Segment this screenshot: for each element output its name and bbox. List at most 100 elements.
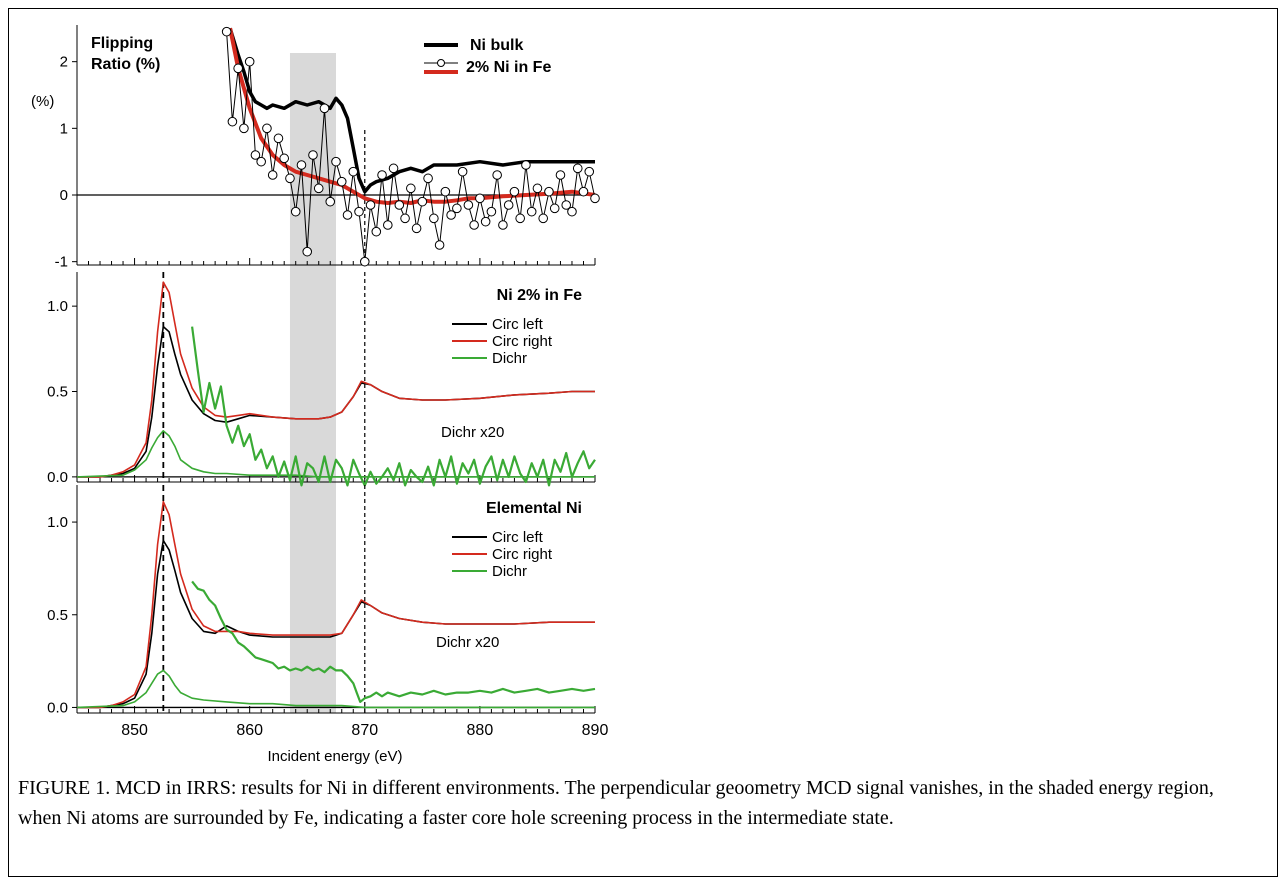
top-series-2-ni-in-fe-data-point	[354, 206, 364, 217]
top-series-2-ni-in-fe-data-point	[417, 196, 428, 207]
top-series-2-ni-in-fe-data-point	[526, 206, 537, 217]
top-series-2-ni-in-fe-data-point	[475, 193, 485, 204]
top-series-2-ni-in-fe-data-point	[572, 163, 583, 174]
top-series-2-ni-in-fe-data-point	[538, 213, 549, 224]
top-series-2-ni-in-fe-data-point	[521, 160, 531, 170]
top-series-2-ni-in-fe-data-point	[325, 196, 336, 207]
middle-y-tick-label: 0.0	[47, 469, 68, 486]
middle-series-dichr	[76, 429, 595, 478]
top-series-2-ni-in-fe-data-point	[469, 220, 479, 230]
middle-y-tick-label: 0.5	[47, 384, 68, 401]
top-series-2-ni-in-fe-data-point	[503, 200, 514, 210]
top-series-2-ni-in-fe-data-point	[498, 220, 508, 230]
top-series-2-ni-in-fe-data-point	[244, 56, 255, 67]
top-series-2-ni-in-fe-data-point	[285, 173, 295, 184]
top-series-2-ni-in-fe-data-point	[406, 183, 416, 194]
chart-figure: -1 0 1 2 0.0 0.5 1.0 0.0 0.5 1.0 Flipping Ratio (%)…	[31, 25, 609, 765]
top-series-2-ni-in-fe-data-point	[463, 200, 474, 210]
bottom-legend-label-circ-left: Circ left	[492, 529, 544, 546]
middle-panel-title: Ni 2% in Fe	[497, 287, 582, 304]
x-tick-label: 890	[582, 722, 609, 739]
top-series-2-ni-in-fe-data-point	[561, 200, 572, 210]
top-series-2-ni-in-fe-data-point	[567, 206, 577, 217]
top-series-2-ni-in-fe-data-point	[313, 183, 324, 194]
top-series-2-ni-in-fe-data-point	[578, 186, 589, 197]
top-series-2-ni-in-fe-data-point	[290, 206, 301, 217]
top-series-2-ni-in-fe-data-point	[509, 186, 520, 197]
top-series-2-ni-in-fe-data-point	[256, 156, 266, 167]
bottom-series-dichr	[76, 669, 595, 709]
top-series-2-ni-in-fe-data-point	[296, 160, 307, 170]
top-y-tick-label: -1	[55, 254, 68, 271]
top-series-2-ni-in-fe-data-point	[434, 240, 445, 250]
top-series-2-ni-in-fe-data-point	[590, 193, 600, 204]
top-series-2-ni-in-fe-data-point	[342, 210, 353, 220]
top-y-tick-label: 1	[60, 120, 68, 137]
top-series-2-ni-in-fe-data-point	[273, 133, 284, 144]
top-series-2-ni-in-fe-data-point	[429, 213, 439, 224]
top-series-2-ni-in-fe-data-point	[584, 166, 595, 177]
top-y-axis-label: (%)	[31, 93, 54, 110]
top-series-2-ni-in-fe-data-point	[544, 186, 554, 197]
top-series-2-ni-in-fe-data-point	[377, 170, 387, 180]
x-axis-label: Incident energy (eV)	[267, 748, 402, 765]
top-series-2-ni-in-fe-data-point	[267, 170, 278, 180]
bottom-y-tick-label: 0.0	[47, 699, 68, 716]
middle-y-tick-label: 1.0	[47, 298, 68, 315]
bottom-annotation-dichr-x20: Dichr x20	[436, 634, 499, 651]
bottom-panel-title: Elemental Ni	[486, 500, 582, 517]
bottom-series-dichr-x20	[191, 580, 596, 704]
top-series-2-ni-in-fe-data-point	[480, 216, 491, 227]
figure-caption: FIGURE 1. MCD in IRRS: results for Ni in…	[18, 777, 1214, 829]
top-series-2-ni-in-fe-data-point	[555, 170, 566, 180]
middle-series-circ-right	[77, 281, 595, 478]
middle-legend-label-circ-left: Circ left	[492, 316, 544, 333]
bottom-series-circ-right	[77, 500, 595, 709]
x-tick-label: 860	[236, 722, 263, 739]
top-series-2-ni-in-fe-data-point	[492, 170, 502, 180]
top-series-2-ni-in-fe-data-point	[383, 220, 393, 230]
top-panel-title: Ratio (%)	[91, 56, 160, 73]
top-series-2-ni-in-fe-data-point	[423, 173, 433, 184]
top-series-2-ni-in-fe-data-point	[250, 150, 261, 160]
middle-legend-label-circ-right: Circ right	[492, 333, 553, 350]
legend-label-ni-bulk: Ni bulk	[470, 37, 523, 54]
top-series-2-ni-in-fe-data-point	[388, 163, 399, 174]
top-series-2-ni-in-fe-data-point	[331, 156, 341, 167]
x-tick-label: 850	[121, 722, 148, 739]
top-series-2-ni-in-fe-data-point	[549, 203, 560, 214]
top-series-2-ni-in-fe-data-point	[371, 226, 382, 237]
top-series-2-ni-in-fe-data-point	[233, 63, 243, 74]
bottom-legend-label-circ-right: Circ right	[492, 546, 553, 563]
top-series-2-ni-in-fe-data-point	[452, 203, 462, 214]
bottom-y-tick-label: 0.5	[47, 607, 68, 624]
top-series-2-ni-in-fe-data-point	[308, 150, 318, 160]
top-series-2-ni-in-fe-data-point	[486, 206, 497, 217]
top-series-2-ni-in-fe-data-point	[221, 26, 232, 37]
middle-annotation-dichr-x20: Dichr x20	[441, 424, 504, 441]
bottom-legend-label-dichr: Dichr	[492, 563, 527, 580]
top-series-2-ni-in-fe-data-point	[348, 166, 359, 177]
top-series-2-ni-in-fe-data-point	[302, 246, 313, 257]
top-series-2-ni-in-fe-data-point	[239, 123, 249, 134]
middle-legend-label-dichr: Dichr	[492, 350, 527, 367]
top-series-2-ni-in-fe-data-point	[279, 153, 290, 164]
bottom-y-tick-label: 1.0	[47, 514, 68, 531]
x-tick-label: 880	[467, 722, 494, 739]
top-series-2-ni-in-fe-data-point	[336, 176, 347, 187]
top-series-2-ni-in-fe-data-point	[446, 210, 456, 220]
top-series-2-ni-in-fe-data-point	[411, 223, 422, 234]
top-series-2-ni-in-fe-data-point	[394, 200, 405, 210]
top-series-2-ni-in-fe	[228, 27, 596, 205]
figure-frame	[8, 8, 1278, 877]
top-series-2-ni-in-fe-data-point	[227, 116, 238, 127]
top-series-2-ni-in-fe-data-point	[262, 123, 272, 134]
x-tick-label: 870	[351, 722, 378, 739]
top-panel-title: Flipping	[91, 35, 153, 52]
top-series-2-ni-in-fe-data-point	[532, 183, 543, 194]
top-series-2-ni-in-fe-data-point	[359, 256, 370, 267]
top-series-2-ni-in-fe-data-point	[319, 103, 330, 114]
middle-series-dichr-x20	[191, 326, 596, 487]
top-series-2-ni-in-fe-data-point	[400, 213, 410, 224]
top-series-2-ni-in-fe-data-point	[457, 166, 468, 177]
